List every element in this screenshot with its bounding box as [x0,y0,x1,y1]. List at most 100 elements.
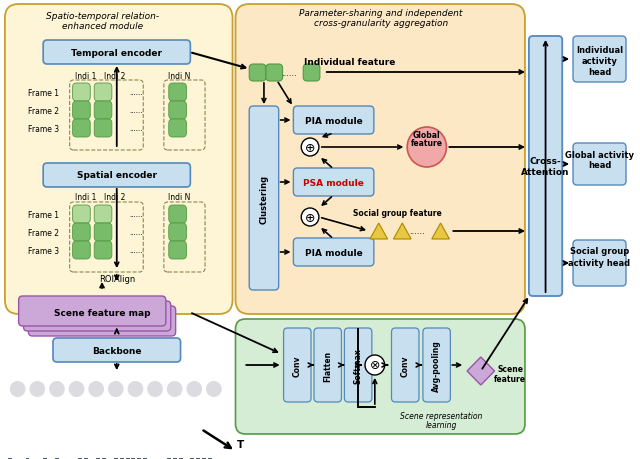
Circle shape [301,139,319,157]
Circle shape [365,355,385,375]
Text: ⊕: ⊕ [305,141,316,154]
Text: activity head: activity head [568,258,630,267]
FancyBboxPatch shape [72,84,90,102]
Polygon shape [394,224,411,240]
Text: Spatio-temporal relation-: Spatio-temporal relation- [47,11,159,21]
Text: PIA module: PIA module [305,116,362,125]
Text: ......: ...... [282,68,298,77]
Text: head: head [588,67,611,76]
Bar [96,458,100,459]
Circle shape [68,381,84,397]
Bar [84,458,88,459]
FancyBboxPatch shape [344,328,372,402]
FancyBboxPatch shape [573,144,626,185]
FancyBboxPatch shape [293,107,374,134]
FancyBboxPatch shape [19,297,166,326]
Text: Indi 1: Indi 1 [75,193,96,202]
Bar [179,458,182,459]
Text: head: head [588,161,611,170]
FancyBboxPatch shape [392,328,419,402]
FancyBboxPatch shape [94,206,112,224]
FancyBboxPatch shape [94,224,112,241]
Text: Avg-pooling: Avg-pooling [432,339,441,391]
Bar [196,458,200,459]
Text: cross-granularity aggregation: cross-granularity aggregation [314,18,448,28]
FancyBboxPatch shape [72,102,90,120]
Bar [102,458,106,459]
Text: Indi N: Indi N [168,71,191,80]
Text: T: T [237,439,244,449]
FancyBboxPatch shape [5,5,232,314]
Circle shape [88,381,104,397]
Text: Conv: Conv [293,354,302,376]
Text: Scene representation: Scene representation [401,412,483,420]
Text: feature: feature [411,139,443,148]
Circle shape [127,381,143,397]
Text: ......: ...... [130,230,143,235]
Text: Temporal encoder: Temporal encoder [71,48,163,57]
FancyBboxPatch shape [423,328,451,402]
Circle shape [10,381,26,397]
Text: Spatial encoder: Spatial encoder [77,171,157,180]
FancyBboxPatch shape [72,241,90,259]
FancyBboxPatch shape [72,224,90,241]
FancyBboxPatch shape [236,5,525,314]
Text: Individual feature: Individual feature [304,57,396,67]
FancyBboxPatch shape [573,37,626,83]
Text: Social group: Social group [570,247,629,256]
FancyBboxPatch shape [303,65,320,82]
Polygon shape [467,357,495,385]
Text: Indi 2: Indi 2 [104,193,125,202]
FancyBboxPatch shape [529,37,562,297]
FancyBboxPatch shape [169,102,186,120]
Text: Indi N: Indi N [168,193,191,202]
Bar [208,458,212,459]
FancyBboxPatch shape [94,84,112,102]
Text: Frame 3: Frame 3 [28,124,59,133]
Text: Frame 2: Frame 2 [28,106,59,115]
FancyBboxPatch shape [573,241,626,286]
Text: ......: ...... [130,247,143,253]
Bar [131,458,136,459]
Polygon shape [432,224,449,240]
Text: PIA module: PIA module [305,248,362,257]
FancyBboxPatch shape [293,168,374,196]
Text: Clustering: Clustering [259,174,268,223]
Text: Individual: Individual [576,45,623,54]
Text: ......: ...... [130,90,143,96]
FancyBboxPatch shape [293,239,374,266]
Circle shape [108,381,124,397]
Text: ROIAlign: ROIAlign [99,275,135,284]
Circle shape [301,208,319,226]
Circle shape [206,381,221,397]
FancyBboxPatch shape [169,120,186,138]
Text: Frame 1: Frame 1 [28,88,59,97]
Bar [43,458,47,459]
Text: Social group feature: Social group feature [353,208,442,217]
Text: feature: feature [494,375,526,384]
Text: Scene feature map: Scene feature map [54,308,150,317]
Circle shape [167,381,182,397]
FancyBboxPatch shape [43,164,190,188]
Text: Backbone: Backbone [92,346,141,355]
FancyBboxPatch shape [28,306,175,336]
Bar [202,458,206,459]
FancyBboxPatch shape [249,107,278,291]
Text: Indi 1: Indi 1 [75,71,96,80]
Text: ⊕: ⊕ [305,211,316,224]
FancyBboxPatch shape [94,241,112,259]
Text: ⊗: ⊗ [369,359,380,372]
FancyBboxPatch shape [72,120,90,138]
Circle shape [29,381,45,397]
Text: Conv: Conv [401,354,410,376]
Text: Cross-
Attention: Cross- Attention [522,157,570,176]
Text: Global: Global [413,131,440,140]
Text: Softmax: Softmax [354,347,363,383]
FancyBboxPatch shape [284,328,311,402]
Text: Global activity: Global activity [565,150,634,159]
FancyBboxPatch shape [94,120,112,138]
Bar [167,458,171,459]
FancyBboxPatch shape [249,65,266,82]
Circle shape [49,381,65,397]
FancyBboxPatch shape [94,102,112,120]
